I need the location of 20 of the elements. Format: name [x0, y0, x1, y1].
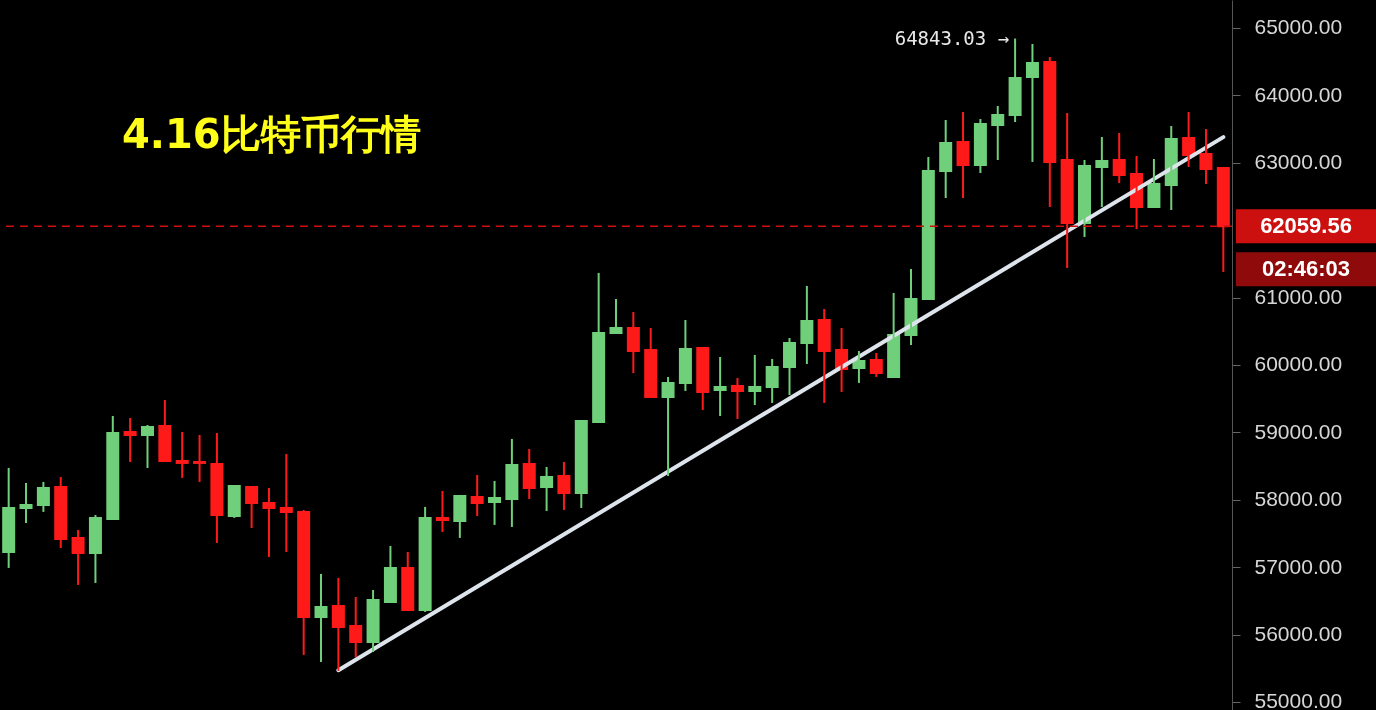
y-tick-label: 57000.00 [1254, 554, 1343, 578]
y-tick-label: 59000.00 [1254, 419, 1343, 443]
text: 4.16比特币行情 [122, 111, 421, 157]
y-tick-label: 56000.00 [1254, 622, 1343, 646]
candlestick [435, 489, 449, 533]
ref-line-label: 62059.56 [1260, 213, 1352, 239]
y-tick-label: 63000.00 [1254, 150, 1343, 174]
y-tick-label: 61000.00 [1254, 285, 1343, 309]
y-tick-label: 65000.00 [1254, 15, 1343, 39]
candlestick [19, 481, 33, 524]
annotation: 64843.03 → [894, 26, 1010, 49]
candlestick [123, 416, 137, 463]
y-tick-label: 58000.00 [1254, 487, 1343, 511]
y-tick-label: 55000.00 [1254, 689, 1343, 710]
candlestick [713, 355, 727, 417]
y-tick-label: 60000.00 [1254, 352, 1343, 376]
candlestick [175, 430, 189, 479]
y-tick-label: 64000.00 [1254, 82, 1343, 106]
candlestick [193, 433, 207, 483]
text: 02:46:03 [1261, 256, 1351, 282]
